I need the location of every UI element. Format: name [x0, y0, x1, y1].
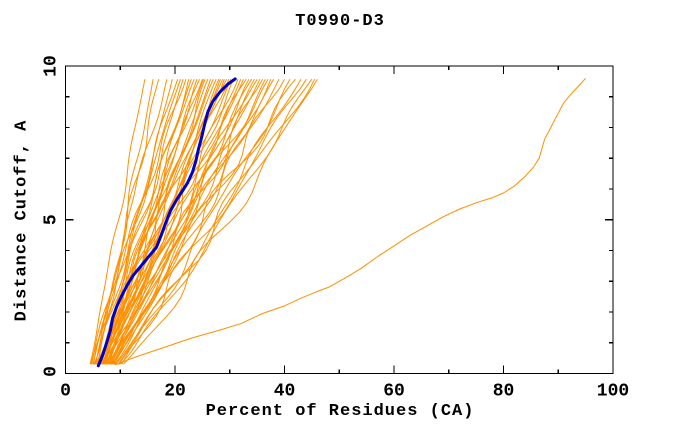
model-curve: [101, 79, 204, 365]
model-curve: [121, 78, 316, 365]
model-curve: [113, 79, 272, 365]
x-tick-label: 0: [60, 382, 71, 402]
model-curve: [92, 79, 187, 365]
y-tick-label: 0: [42, 366, 62, 377]
model-curve: [95, 79, 179, 365]
model-curve: [96, 79, 217, 365]
model-curve: [105, 78, 247, 365]
x-axis-label: Percent of Residues (CA): [205, 402, 475, 421]
model-curve: [89, 79, 146, 365]
x-tick-label: 100: [597, 382, 629, 402]
x-tick-label: 20: [164, 382, 186, 402]
model-curve: [107, 78, 250, 365]
x-tick-label: 60: [383, 382, 405, 402]
model-curve: [119, 78, 313, 365]
chart-title: T0990-D3: [295, 12, 385, 31]
outlier-model-curve: [114, 77, 586, 366]
model-curve: [109, 78, 264, 365]
x-tick-label: 40: [274, 382, 296, 402]
model-curve: [102, 79, 209, 365]
model-curve: [123, 78, 318, 365]
x-tick-label: 80: [493, 382, 515, 402]
model-curve: [108, 78, 258, 365]
y-tick-label: 5: [42, 214, 62, 225]
y-axis-label: Distance Cutoff, A: [12, 119, 32, 322]
model-curve: [118, 78, 307, 365]
model-curve: [94, 79, 192, 365]
y-tick-label: 10: [42, 55, 62, 77]
reference-model-curve: [96, 77, 237, 368]
model-curve: [91, 79, 168, 365]
model-curve: [90, 79, 181, 365]
